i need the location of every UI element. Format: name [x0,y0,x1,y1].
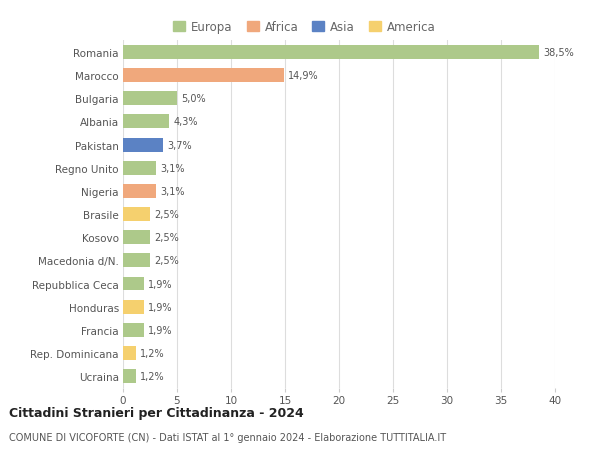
Text: 3,7%: 3,7% [167,140,192,150]
Text: COMUNE DI VICOFORTE (CN) - Dati ISTAT al 1° gennaio 2024 - Elaborazione TUTTITAL: COMUNE DI VICOFORTE (CN) - Dati ISTAT al… [9,432,446,442]
Bar [123,162,157,175]
Text: 2,5%: 2,5% [154,210,179,219]
Bar [123,254,150,268]
Bar [123,207,150,222]
Text: 1,2%: 1,2% [140,348,165,358]
Bar [123,300,143,314]
Bar [123,369,136,383]
Bar [123,69,284,83]
Text: 38,5%: 38,5% [543,48,574,58]
Text: 5,0%: 5,0% [181,94,206,104]
Text: 1,2%: 1,2% [140,371,165,381]
Text: 1,9%: 1,9% [148,279,172,289]
Bar [123,138,163,152]
Bar [123,231,150,245]
Bar [123,92,177,106]
Bar [123,46,539,60]
Text: 1,9%: 1,9% [148,325,172,335]
Bar [123,277,143,291]
Text: 2,5%: 2,5% [154,256,179,266]
Text: 4,3%: 4,3% [174,117,198,127]
Text: 3,1%: 3,1% [161,186,185,196]
Bar [123,346,136,360]
Text: 2,5%: 2,5% [154,233,179,243]
Text: Cittadini Stranieri per Cittadinanza - 2024: Cittadini Stranieri per Cittadinanza - 2… [9,406,304,419]
Bar [123,323,143,337]
Text: 14,9%: 14,9% [288,71,319,81]
Bar [123,115,169,129]
Text: 1,9%: 1,9% [148,302,172,312]
Text: 3,1%: 3,1% [161,163,185,174]
Legend: Europa, Africa, Asia, America: Europa, Africa, Asia, America [173,21,436,34]
Bar [123,185,157,198]
